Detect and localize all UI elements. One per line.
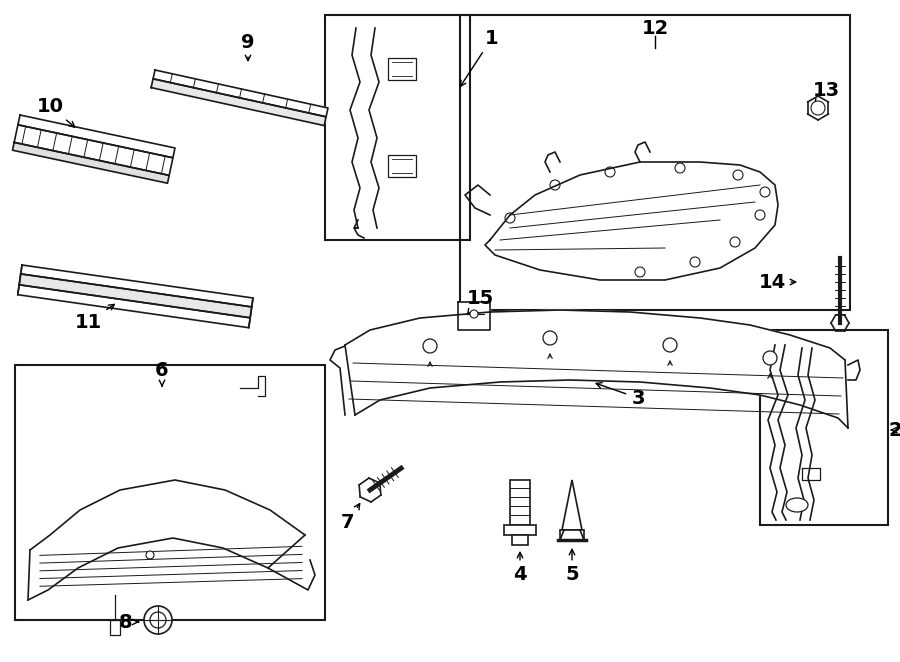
Bar — [460, 15, 850, 310]
Circle shape — [811, 101, 825, 115]
Polygon shape — [18, 115, 175, 158]
Polygon shape — [560, 530, 584, 540]
Polygon shape — [14, 124, 173, 175]
Polygon shape — [485, 162, 778, 280]
Polygon shape — [151, 79, 326, 126]
Circle shape — [150, 612, 166, 628]
Text: 7: 7 — [341, 504, 360, 532]
Bar — [760, 330, 888, 525]
Text: 2: 2 — [888, 420, 900, 440]
Text: 12: 12 — [642, 19, 669, 38]
Text: 15: 15 — [466, 289, 493, 314]
Polygon shape — [345, 310, 848, 428]
Polygon shape — [21, 265, 253, 307]
Polygon shape — [18, 285, 250, 328]
Polygon shape — [28, 480, 315, 600]
Polygon shape — [510, 480, 530, 525]
Circle shape — [423, 339, 437, 353]
Circle shape — [470, 310, 478, 318]
Text: 13: 13 — [813, 81, 840, 105]
Bar — [15, 365, 325, 620]
Bar — [388, 155, 416, 177]
Polygon shape — [153, 70, 328, 117]
Text: 4: 4 — [513, 552, 526, 585]
Text: 5: 5 — [565, 549, 579, 585]
Text: 8: 8 — [119, 612, 139, 632]
Circle shape — [663, 338, 677, 352]
Bar — [388, 58, 416, 80]
Polygon shape — [562, 480, 582, 530]
Text: 11: 11 — [75, 305, 114, 332]
Bar — [325, 15, 470, 240]
Polygon shape — [504, 525, 536, 535]
Circle shape — [763, 351, 777, 365]
Text: 1: 1 — [461, 28, 499, 86]
Ellipse shape — [786, 498, 808, 512]
Text: 10: 10 — [37, 97, 75, 127]
Circle shape — [144, 606, 172, 634]
Text: 3: 3 — [596, 383, 644, 408]
Text: 6: 6 — [155, 361, 169, 386]
Polygon shape — [458, 302, 490, 330]
Polygon shape — [512, 535, 528, 545]
Text: 9: 9 — [241, 32, 255, 61]
Text: 14: 14 — [759, 273, 796, 291]
Polygon shape — [13, 142, 169, 183]
Polygon shape — [19, 274, 252, 318]
Circle shape — [146, 551, 154, 559]
Circle shape — [543, 331, 557, 345]
